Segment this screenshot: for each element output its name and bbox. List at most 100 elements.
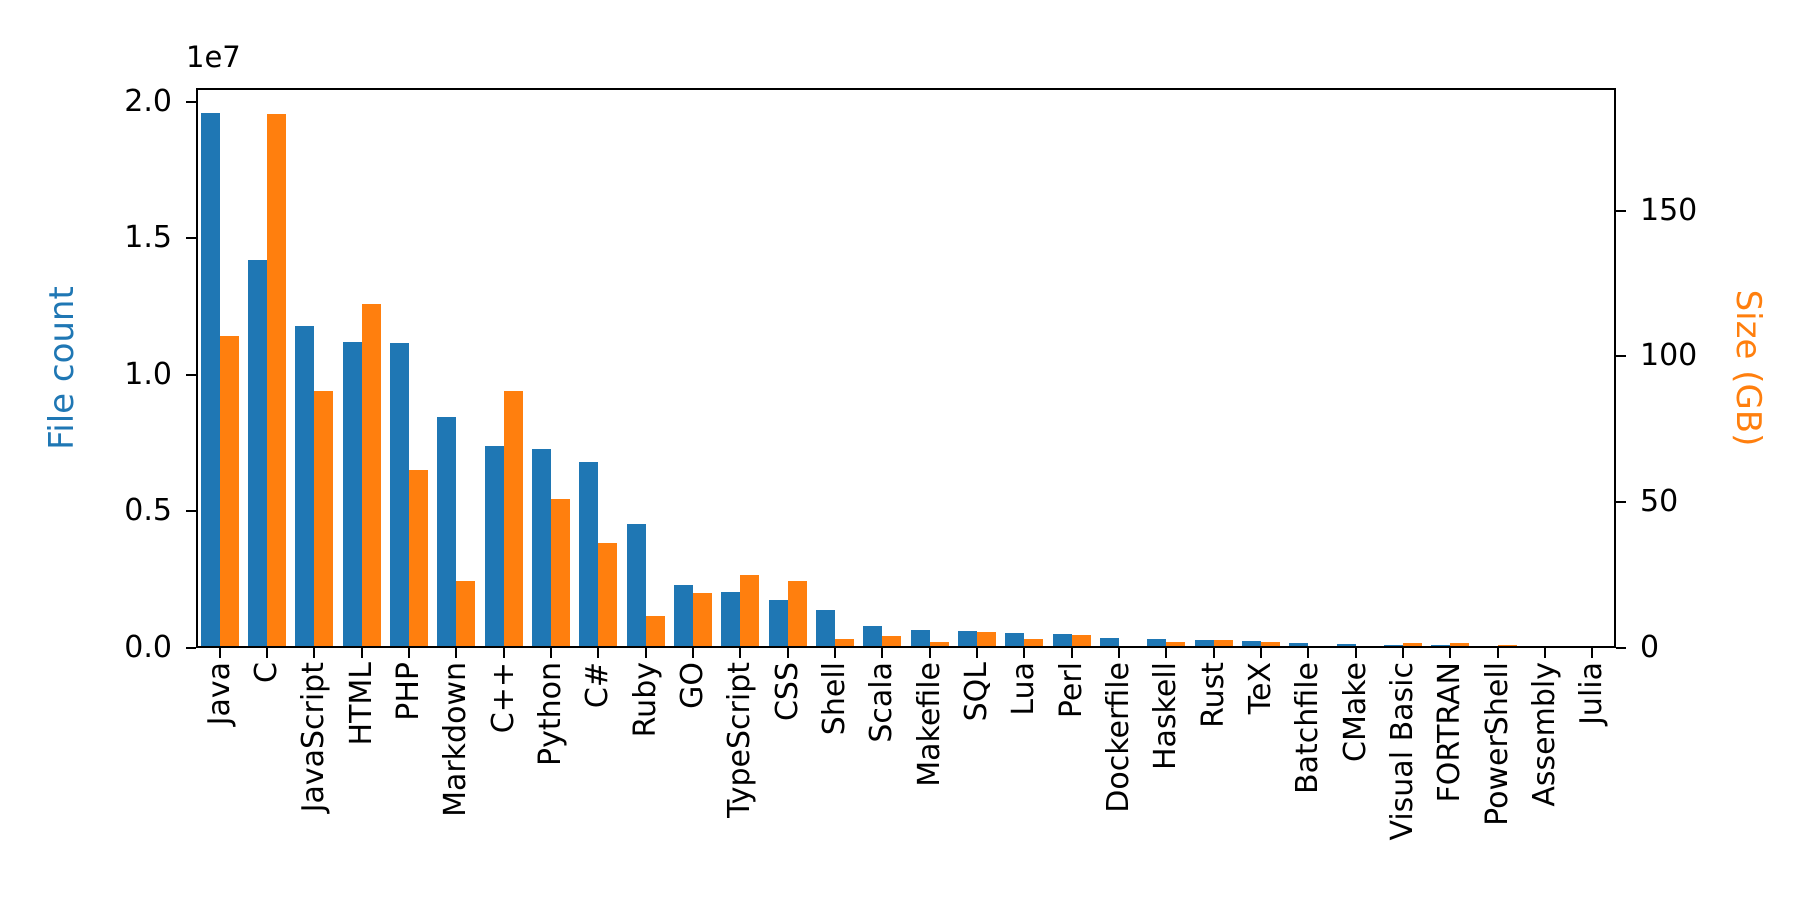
left-y-tick-label: 0.5 [124, 493, 172, 529]
bar-file-count-28-assembly [1526, 646, 1545, 648]
left-y-tick-mark [186, 647, 196, 649]
x-tick-mark [1165, 648, 1168, 658]
x-tick-label-html: HTML [343, 662, 379, 746]
bar-file-count-12-css [768, 600, 788, 648]
right-y-tick-label: 150 [1640, 192, 1698, 228]
right-y-tick-mark [1616, 209, 1626, 212]
x-tick-label-assembly: Assembly [1527, 662, 1562, 807]
x-tick-mark [1402, 648, 1404, 658]
x-tick-mark [881, 648, 884, 658]
right-y-tick-label: 0 [1640, 630, 1660, 665]
bar-file-count-5-markdown [437, 417, 457, 648]
bar-size-gb-23-batchfile [1308, 646, 1328, 648]
bar-file-count-14-scala [863, 626, 883, 648]
x-tick-mark [692, 648, 694, 658]
bar-file-count-27-powershell [1478, 645, 1498, 648]
x-tick-mark [928, 648, 931, 658]
bar-size-gb-12-css [787, 580, 807, 648]
bar-size-gb-8-c [598, 543, 618, 648]
bar-size-gb-24-cmake [1355, 646, 1375, 648]
right-y-tick-label: 50 [1640, 484, 1679, 520]
x-tick-label-rust: Rust [1195, 662, 1231, 728]
x-tick-mark [1260, 648, 1262, 658]
x-tick-label-ruby: Ruby [627, 662, 663, 738]
bar-file-count-8-c [579, 462, 599, 648]
left-y-tick-label: 2.0 [124, 83, 172, 119]
bar-file-count-21-rust [1194, 639, 1214, 648]
x-tick-label-perl: Perl [1053, 662, 1089, 719]
x-tick-label-java: Java [201, 662, 237, 726]
bar-size-gb-27-powershell [1497, 644, 1517, 648]
right-y-tick-mark [1616, 647, 1626, 649]
bar-size-gb-3-html [361, 303, 381, 648]
bar-size-gb-21-rust [1213, 640, 1233, 648]
x-tick-mark [597, 648, 600, 658]
bar-size-gb-5-markdown [456, 580, 476, 648]
bar-size-gb-18-perl [1071, 634, 1091, 648]
x-tick-mark [786, 648, 789, 658]
bar-file-count-24-cmake [1336, 644, 1356, 648]
bar-file-count-15-makefile [910, 630, 930, 648]
x-tick-mark [1307, 648, 1310, 658]
left-axis-title: File count [42, 286, 82, 450]
x-tick-label-c: C++ [485, 662, 521, 734]
bar-size-gb-4-php [409, 470, 428, 648]
x-tick-mark [360, 648, 363, 658]
x-tick-label-julia: Julia [1574, 662, 1610, 725]
x-tick-mark [1449, 648, 1452, 658]
bar-size-gb-6-c [503, 391, 523, 648]
x-tick-mark [266, 648, 268, 658]
bar-size-gb-29-julia [1592, 647, 1612, 648]
x-tick-mark [1591, 648, 1594, 658]
bar-file-count-3-html [342, 342, 362, 648]
x-tick-label-batchfile: Batchfile [1290, 662, 1326, 794]
x-tick-mark [644, 648, 647, 658]
bar-file-count-1-c [248, 260, 267, 648]
x-tick-label-dockerfile: Dockerfile [1101, 662, 1136, 813]
x-tick-label-c: C [249, 662, 284, 683]
bar-size-gb-15-makefile [929, 641, 949, 648]
bar-size-gb-28-assembly [1545, 646, 1564, 648]
x-tick-mark [313, 648, 316, 658]
x-tick-mark [1212, 648, 1215, 658]
bar-size-gb-16-sql [977, 631, 996, 648]
bar-file-count-11-typescript [721, 592, 741, 648]
x-tick-label-c: C# [580, 662, 616, 709]
x-tick-mark [455, 648, 458, 658]
bar-file-count-13-shell [816, 609, 835, 648]
x-tick-mark [1118, 648, 1120, 658]
bar-size-gb-22-tex [1261, 641, 1280, 648]
bar-file-count-9-ruby [626, 523, 646, 648]
bar-size-gb-7-python [551, 499, 570, 648]
bar-size-gb-9-ruby [645, 615, 665, 648]
left-y-tick-label: 1.0 [124, 356, 172, 392]
left-y-tick-mark [186, 373, 196, 376]
left-y-tick-label: 1.5 [124, 220, 172, 256]
right-y-tick-mark [1616, 355, 1626, 358]
bar-file-count-4-php [390, 343, 409, 648]
x-tick-label-sql: SQL [959, 662, 994, 722]
bar-size-gb-2-javascript [314, 391, 334, 648]
x-tick-label-tex: TeX [1243, 662, 1278, 715]
bar-file-count-23-batchfile [1289, 642, 1309, 648]
bar-file-count-0-java [200, 112, 220, 648]
x-tick-mark [976, 648, 978, 658]
x-tick-mark [1070, 648, 1073, 658]
bar-size-gb-0-java [219, 335, 239, 648]
bar-file-count-2-javascript [295, 325, 315, 648]
right-y-tick-mark [1616, 501, 1626, 504]
bar-file-count-10-go [674, 585, 693, 648]
x-tick-label-php: PHP [391, 662, 426, 721]
x-tick-label-cmake: CMake [1337, 662, 1373, 762]
x-tick-label-typescript: TypeScript [722, 662, 758, 818]
bar-size-gb-26-fortran [1450, 643, 1470, 648]
x-tick-label-python: Python [533, 662, 568, 766]
x-tick-label-haskell: Haskell [1148, 662, 1184, 771]
left-y-tick-mark [186, 100, 196, 103]
x-tick-label-go: GO [675, 662, 710, 709]
bar-file-count-22-tex [1242, 641, 1261, 648]
bar-file-count-16-sql [958, 631, 977, 648]
y-axis-offset-text: 1e7 [186, 40, 241, 74]
bar-size-gb-17-lua [1024, 639, 1044, 648]
x-tick-mark [1496, 648, 1499, 658]
